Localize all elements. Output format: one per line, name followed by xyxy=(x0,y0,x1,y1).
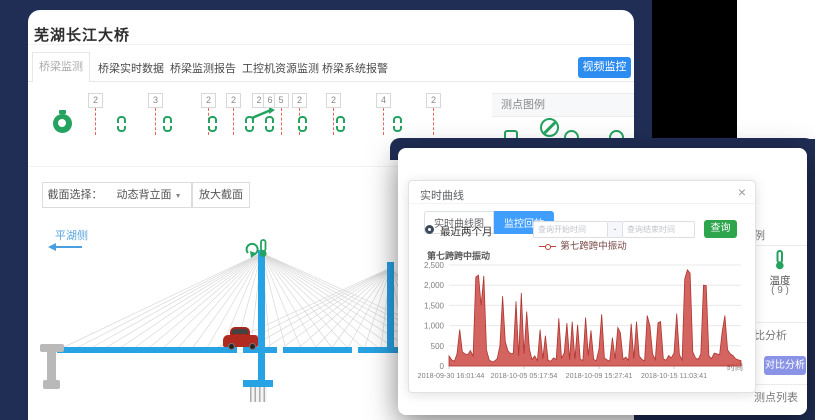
pier-cap xyxy=(243,380,273,387)
bridge-abutment-stem xyxy=(47,352,56,380)
legend-label: 第七跨跨中振动 xyxy=(560,241,627,252)
zoom-section-button[interactable]: 放大截面 xyxy=(192,182,250,208)
chevron-down-icon: ▼ xyxy=(175,193,182,200)
strip-divider xyxy=(752,245,807,246)
chain-link-icon[interactable] xyxy=(265,116,274,132)
query-start-time-input[interactable] xyxy=(533,221,608,238)
sensor-guide-line xyxy=(433,108,434,135)
svg-text:2018-10-09 15:27:41: 2018-10-09 15:27:41 xyxy=(566,371,633,380)
sensor-count-badge: 2 xyxy=(88,93,103,108)
chain-link-icon[interactable] xyxy=(298,116,307,132)
sensor-guide-line xyxy=(233,108,234,135)
pylon-sensor-icons[interactable] xyxy=(242,239,272,258)
car-window xyxy=(232,329,248,334)
sensor-count-badge: 2 xyxy=(292,93,307,108)
tab-realtime-data[interactable]: 桥梁实时数据 xyxy=(98,60,164,76)
bridge-abutment-base xyxy=(43,380,60,389)
legend-marker-icon xyxy=(539,243,556,250)
sensor-guide-line xyxy=(95,108,96,135)
car-wheel xyxy=(228,343,235,350)
svg-text:1,000: 1,000 xyxy=(424,322,445,331)
car-wheel xyxy=(249,343,256,350)
strip-divider xyxy=(752,322,807,323)
chain-link-icon[interactable] xyxy=(336,116,345,132)
svg-text:500: 500 xyxy=(431,342,445,351)
date-range-separator: - xyxy=(608,221,622,238)
sensor-guide-line xyxy=(155,108,156,135)
video-monitor-button[interactable]: 视频监控 xyxy=(578,57,631,78)
chart-series-area xyxy=(449,270,741,366)
tab-system-alarm[interactable]: 桥梁系统报警 xyxy=(322,60,388,76)
bridge-abutment xyxy=(40,344,64,352)
bridge-pylon-right xyxy=(387,262,394,352)
thermometer-icon xyxy=(772,250,788,270)
sensor-count-badge: 2 xyxy=(201,93,216,108)
sensor-count-badge: 2 xyxy=(426,93,441,108)
sensor-guide-line xyxy=(383,108,384,135)
svg-text:2,000: 2,000 xyxy=(424,281,445,290)
prohibited-icon xyxy=(540,118,559,137)
sensor-guide-line xyxy=(333,108,334,135)
chain-link-icon[interactable] xyxy=(208,116,217,132)
close-icon[interactable]: × xyxy=(738,185,746,199)
sensor-count-badge: 2 xyxy=(326,93,341,108)
radio-label: 最近两个月 xyxy=(440,224,493,239)
vibration-chart: 2,500 2,000 1,500 1,000 500 02018-09-30 16:01… xyxy=(417,258,757,388)
sensor-count-badge: 3 xyxy=(148,93,163,108)
bridge-deck-segment xyxy=(283,347,352,353)
temperature-count: ( 9 ) xyxy=(754,285,806,296)
tab-bridge-monitoring[interactable]: 桥梁监测 xyxy=(32,52,90,82)
screen: 芜湖长江大桥 桥梁监测 桥梁实时数据 桥梁监测报告 工控机资源监测 桥梁系统报警… xyxy=(0,0,815,420)
sensor-guide-line xyxy=(281,108,282,135)
svg-text:2018-10-05 05:17:54: 2018-10-05 05:17:54 xyxy=(491,371,558,380)
thermometer-icon xyxy=(261,240,266,251)
tab-ipc-resources[interactable]: 工控机资源监测 xyxy=(242,60,319,76)
stopwatch-icon[interactable] xyxy=(53,114,72,133)
sensor-count-badge: 2 xyxy=(226,93,241,108)
query-button[interactable]: 查询 xyxy=(704,220,737,238)
compare-analysis-button[interactable]: 对比分析 xyxy=(764,356,806,375)
chain-link-icon[interactable] xyxy=(245,116,254,132)
sensor-count-badge: 4 xyxy=(376,93,391,108)
tab-monitor-report[interactable]: 桥梁监测报告 xyxy=(170,60,236,76)
strip-fragment-compare: 比分析 xyxy=(754,327,787,343)
legend-panel-title: 测点图例 xyxy=(492,94,634,116)
pier-column xyxy=(250,387,267,402)
recent-two-months-radio[interactable] xyxy=(425,225,434,234)
svg-text:2,500: 2,500 xyxy=(424,261,445,270)
strip-fragment-point-list: 测点列表 xyxy=(754,389,798,405)
section-select-value: 动态背立面 xyxy=(117,189,172,201)
overlay-window: 例 温度 ( 9 ) 比分析 对比分析 测点列表 实时曲线 × 实时曲线图监控回… xyxy=(398,148,807,415)
desktop-white-area xyxy=(737,0,815,139)
svg-text:2018-09-30 16:01:44: 2018-09-30 16:01:44 xyxy=(418,371,485,380)
chain-link-icon[interactable] xyxy=(393,116,402,132)
strip-divider xyxy=(752,384,807,385)
header-divider xyxy=(28,44,634,45)
bridge-deck-segment xyxy=(57,347,237,353)
query-end-time-input[interactable] xyxy=(622,221,695,238)
chain-link-icon[interactable] xyxy=(163,116,172,132)
sensor-count-badge: 5 xyxy=(274,93,289,108)
dialog-header-divider xyxy=(409,203,755,204)
legend-panel-header: 测点图例 xyxy=(492,93,634,117)
page-title: 芜湖长江大桥 xyxy=(34,24,130,45)
section-select-label: 截面选择： xyxy=(42,182,108,208)
svg-text:2018-10-15 11:03:41: 2018-10-15 11:03:41 xyxy=(641,371,707,380)
section-select-dropdown[interactable]: 动态背立面 ▼ xyxy=(107,182,192,208)
svg-text:0: 0 xyxy=(440,362,445,371)
realtime-curve-dialog: 实时曲线 × 实时曲线图监控回放 最近两个月 - 查询 第七跨跨中振动 第七跨跨… xyxy=(408,180,756,393)
svg-text:1,500: 1,500 xyxy=(424,301,445,310)
desktop-black-area xyxy=(652,0,737,139)
chain-link-icon[interactable] xyxy=(117,116,126,132)
bridge-pylon xyxy=(258,250,265,382)
dialog-title: 实时曲线 xyxy=(420,187,464,203)
